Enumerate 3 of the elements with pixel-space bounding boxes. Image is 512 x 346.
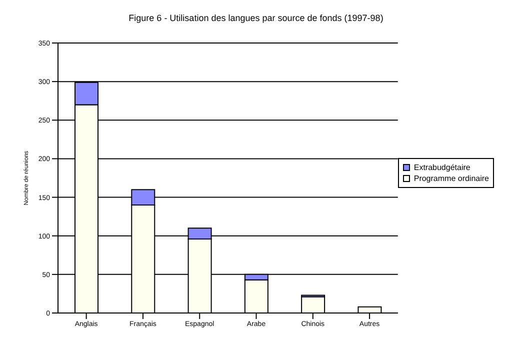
legend-label: Programme ordinaire: [414, 174, 489, 183]
legend-label: Extrabudgétaire: [414, 163, 470, 172]
chart-title: Figure 6 - Utilisation des langues par source de fonds (1997-98): [128, 13, 384, 23]
